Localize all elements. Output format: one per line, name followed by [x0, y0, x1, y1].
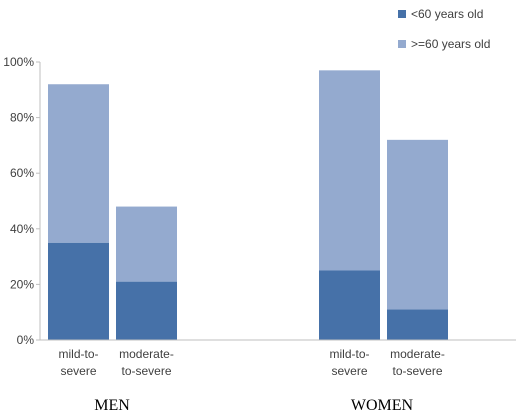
y-tick-label: 20% [10, 277, 34, 291]
bar-segment [116, 281, 177, 340]
bar-segment [48, 242, 109, 340]
category-label: severe [60, 364, 96, 378]
y-tick-label: 40% [10, 222, 34, 236]
category-label: to-severe [121, 364, 171, 378]
y-tick-label: 0% [17, 333, 35, 347]
group-label: WOMEN [351, 397, 414, 414]
x-axis: mild-to-severe moderate-to-severe MEN mild-… [40, 339, 516, 414]
category-label: to-severe [392, 364, 442, 378]
bar-segment [387, 139, 448, 310]
bars [48, 70, 448, 340]
legend-swatch [398, 40, 406, 48]
category-label: moderate- [119, 347, 174, 361]
y-tick-label: 100% [3, 55, 34, 69]
legend-swatch [398, 10, 406, 18]
y-tick-label: 80% [10, 111, 34, 125]
group-label: MEN [94, 397, 130, 414]
bar-segment [116, 206, 177, 282]
bar-segment [319, 70, 380, 271]
legend-label: >=60 years old [411, 37, 490, 51]
legend-label: <60 years old [411, 7, 483, 21]
y-tick-label: 60% [10, 166, 34, 180]
category-label: moderate- [390, 347, 445, 361]
y-axis: 0% 20% 40% 60% 80% 100% [3, 55, 41, 347]
category-label: mild-to- [329, 347, 369, 361]
bar-segment [319, 270, 380, 340]
category-label: severe [331, 364, 367, 378]
bar-segment [387, 309, 448, 340]
legend: <60 years old >=60 years old [398, 7, 490, 51]
category-label: mild-to- [58, 347, 98, 361]
bar-segment [48, 84, 109, 243]
